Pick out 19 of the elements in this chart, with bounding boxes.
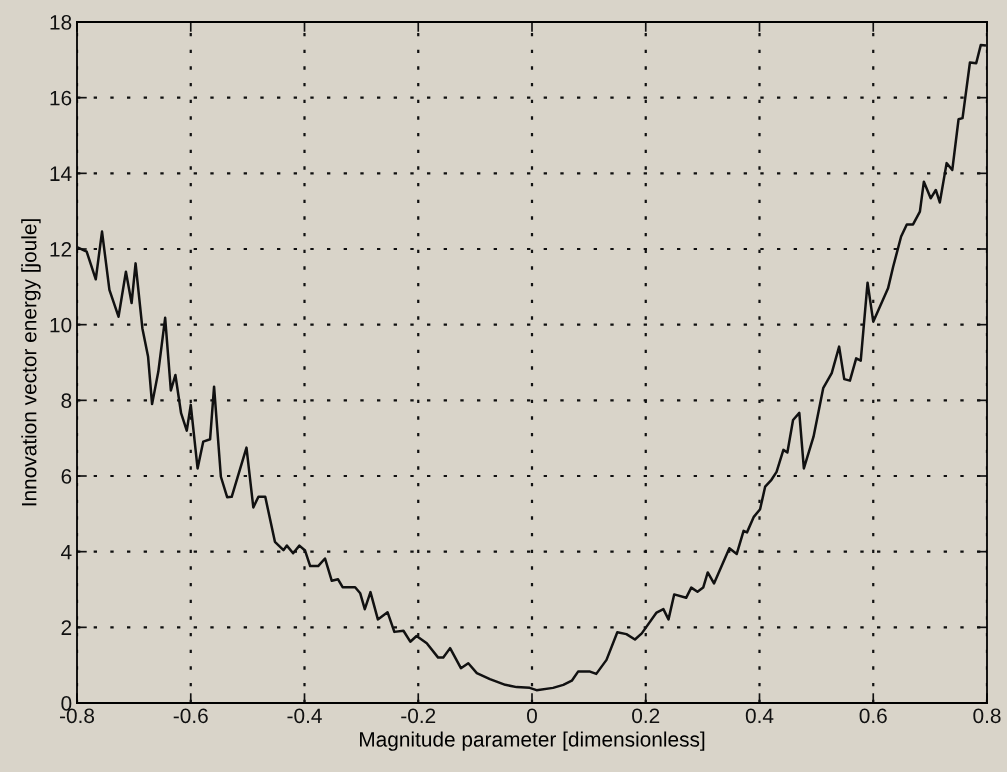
y-tick-label: 8	[61, 393, 72, 409]
x-tick-label: 0.2	[632, 708, 660, 724]
y-tick-label: 18	[50, 15, 72, 30]
y-tick-label: 4	[61, 544, 72, 560]
y-tick-label: 2	[61, 620, 72, 635]
y-tick-label: 16	[50, 90, 72, 106]
x-tick-label: -0.4	[287, 708, 322, 724]
y-tick-label: 10	[50, 317, 72, 333]
x-tick-label: 0	[527, 708, 537, 724]
y-axis-title: Innovation vector energy [joule]	[21, 219, 41, 506]
y-tick-label: 12	[50, 242, 72, 257]
x-tick-label: 0.4	[745, 708, 774, 724]
x-tick-label: -0.2	[401, 708, 436, 724]
x-tick-label: 0.6	[859, 708, 887, 724]
y-tick-label: 14	[50, 166, 72, 181]
x-tick-label: -0.6	[173, 708, 208, 724]
x-tick-label: 0.8	[973, 708, 1001, 724]
y-tick-label: 6	[61, 469, 72, 484]
x-axis-title: Magnitude parameter [dimensionless]	[360, 731, 705, 751]
